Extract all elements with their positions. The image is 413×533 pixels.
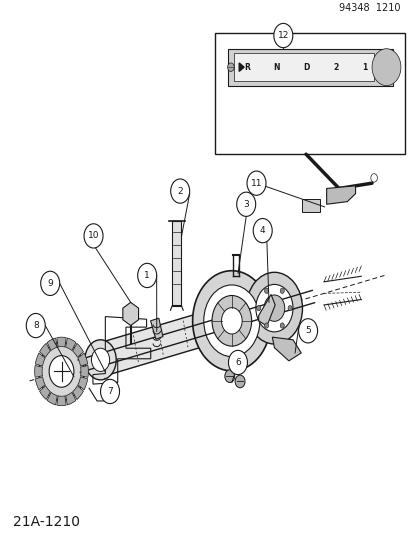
Polygon shape [239,63,244,71]
Circle shape [221,308,242,334]
Wedge shape [72,386,83,400]
Wedge shape [47,392,57,405]
Text: R: R [244,63,250,71]
Circle shape [263,295,284,321]
Bar [301,199,320,212]
Circle shape [280,323,284,328]
Circle shape [273,23,292,47]
Wedge shape [57,337,66,347]
Circle shape [256,305,260,311]
Bar [172,221,181,305]
Text: 1: 1 [144,271,150,280]
Wedge shape [72,343,83,357]
Wedge shape [35,377,45,390]
Circle shape [298,319,317,343]
Circle shape [247,171,266,195]
Polygon shape [90,309,220,378]
Circle shape [371,49,400,86]
Circle shape [255,285,292,332]
Wedge shape [78,353,88,366]
Circle shape [246,272,302,344]
Text: 2: 2 [332,63,337,71]
Circle shape [192,271,271,371]
Circle shape [235,375,244,388]
Circle shape [227,63,234,71]
Circle shape [236,192,255,216]
Bar [227,49,392,86]
Wedge shape [81,366,88,377]
Circle shape [84,224,103,248]
Circle shape [370,174,377,182]
Wedge shape [35,353,45,366]
Polygon shape [258,294,275,326]
Text: 21A-1210: 21A-1210 [13,515,80,529]
Circle shape [211,295,251,346]
Circle shape [85,340,116,380]
Wedge shape [57,396,66,406]
Circle shape [224,370,234,383]
Circle shape [91,348,109,372]
Bar [215,33,404,154]
Circle shape [228,350,247,375]
Circle shape [264,323,268,328]
Circle shape [26,313,45,338]
Circle shape [253,219,271,243]
Wedge shape [35,366,42,377]
Circle shape [49,356,74,387]
Polygon shape [272,337,301,361]
Text: 11: 11 [250,179,261,188]
Text: 3: 3 [243,200,249,209]
Bar [233,53,373,82]
Polygon shape [150,318,163,340]
Wedge shape [40,343,50,357]
Circle shape [100,379,119,403]
Text: 10: 10 [88,231,99,240]
Wedge shape [40,386,50,400]
Text: 9: 9 [47,279,53,288]
Text: D: D [302,63,309,71]
Circle shape [287,305,292,311]
Text: N: N [273,63,279,71]
Circle shape [40,271,59,295]
Polygon shape [123,302,138,326]
Text: 12: 12 [277,31,288,40]
Circle shape [280,288,284,294]
Circle shape [39,342,84,400]
Wedge shape [47,338,57,351]
Text: 1: 1 [361,63,367,71]
Text: 8: 8 [33,321,38,330]
Text: 7: 7 [107,387,113,396]
Wedge shape [66,338,76,351]
Text: 4: 4 [259,226,265,235]
Text: 94348  1210: 94348 1210 [339,3,400,13]
Text: 2: 2 [177,187,183,196]
Wedge shape [78,377,88,390]
Text: 5: 5 [304,326,310,335]
Circle shape [203,285,259,357]
Polygon shape [326,186,355,204]
Circle shape [170,179,189,203]
Circle shape [138,263,156,288]
Circle shape [264,288,268,294]
Wedge shape [66,392,76,405]
Text: 6: 6 [235,358,240,367]
